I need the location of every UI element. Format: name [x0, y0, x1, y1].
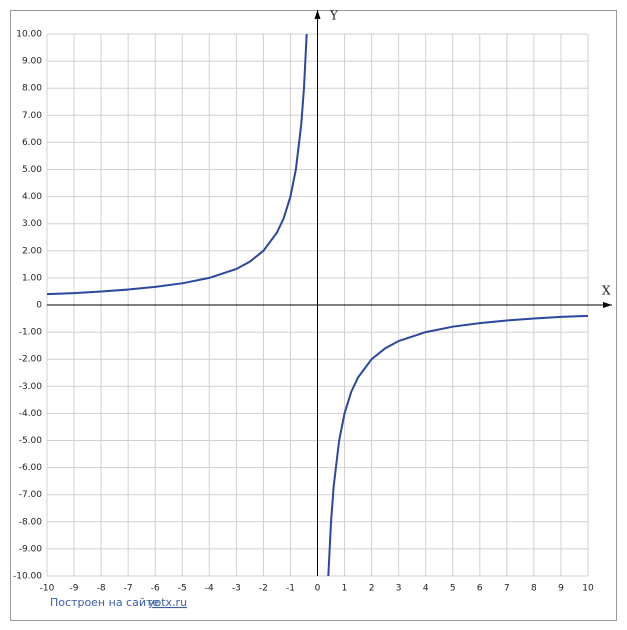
- x-tick-label: -7: [124, 584, 133, 594]
- y-tick-label: -2.00: [19, 355, 43, 365]
- y-tick-label: -8.00: [19, 517, 43, 527]
- y-tick-label: -3.00: [19, 382, 43, 392]
- y-tick-label: 6.00: [22, 138, 42, 148]
- y-axis-label: Y: [329, 9, 339, 23]
- x-tick-label: -4: [205, 584, 214, 594]
- x-tick-label: -2: [259, 584, 268, 594]
- y-tick-label: 2.00: [22, 246, 42, 256]
- x-tick-label: -3: [232, 584, 241, 594]
- x-tick-label: -8: [97, 584, 106, 594]
- x-axis-label: X: [602, 284, 611, 298]
- y-tick-label: 8.00: [22, 84, 42, 94]
- x-tick-label: 10: [582, 584, 594, 594]
- y-tick-label: -5.00: [19, 436, 43, 446]
- x-tick-label: -6: [151, 584, 160, 594]
- y-tick-label: -6.00: [19, 463, 43, 473]
- y-tick-label: -4.00: [19, 409, 43, 419]
- y-tick-label: 10.00: [16, 30, 42, 40]
- y-tick-label: 1.00: [22, 273, 42, 283]
- curve: [46, 33, 589, 577]
- x-tick-label: 9: [558, 584, 564, 594]
- y-tick-label: -7.00: [19, 490, 43, 500]
- x-tick-label: 3: [396, 584, 402, 594]
- footer-link-text[interactable]: yotx.ru: [148, 596, 187, 609]
- y-tick-label: -10.00: [13, 572, 42, 582]
- x-tick-label: 7: [504, 584, 510, 594]
- x-tick-label: -1: [286, 584, 295, 594]
- y-tick-label: -9.00: [19, 544, 43, 554]
- x-tick-label: 6: [477, 584, 483, 594]
- x-tick-label: 1: [342, 584, 348, 594]
- x-tick-label: 0: [315, 584, 321, 594]
- x-axis-arrow: [603, 302, 612, 308]
- x-tick-label: -5: [178, 584, 187, 594]
- x-tick-label: -9: [70, 584, 79, 594]
- x-tick-label: -10: [40, 584, 55, 594]
- y-tick-label: 3.00: [22, 219, 42, 229]
- y-tick-label: 0: [36, 301, 42, 311]
- y-tick-label: 4.00: [22, 192, 42, 202]
- y-tick-label: 9.00: [22, 57, 42, 67]
- x-tick-label: 8: [531, 584, 537, 594]
- frame: [10, 10, 617, 621]
- x-tick-label: 4: [423, 584, 429, 594]
- y-tick-label: 5.00: [22, 165, 42, 175]
- y-tick-label: -1.00: [19, 328, 43, 338]
- x-tick-label: 2: [369, 584, 375, 594]
- footer-text: Построен на сайте: [50, 596, 159, 609]
- y-tick-label: 7.00: [22, 111, 42, 121]
- x-tick-label: 5: [450, 584, 456, 594]
- y-axis-arrow: [314, 10, 321, 19]
- footer-link[interactable]: yotx.ru: [148, 596, 187, 609]
